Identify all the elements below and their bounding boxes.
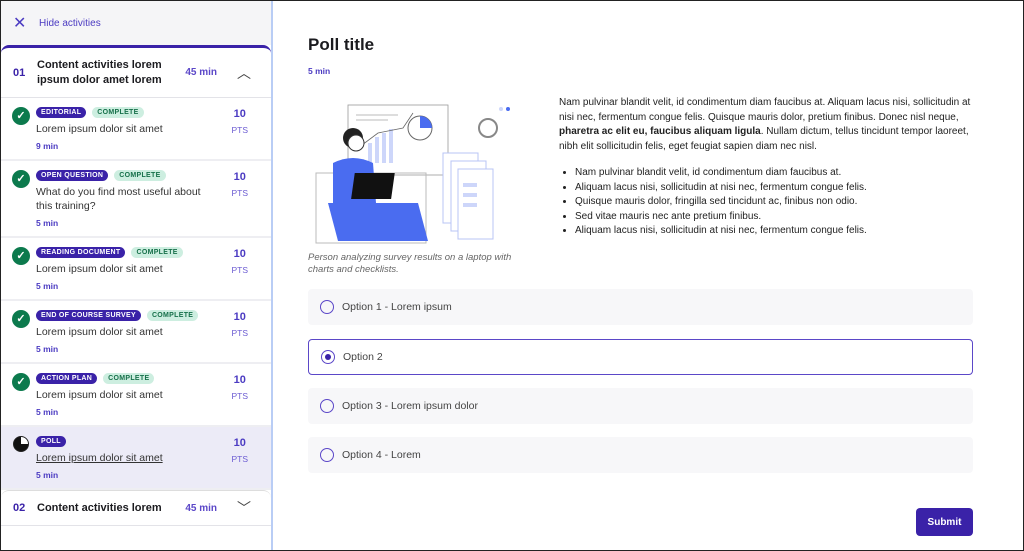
- illustration-caption: Person analyzing survey results on a lap…: [308, 252, 512, 275]
- status-badge: COMPLETE: [92, 107, 144, 118]
- activity-points: 10 PTS: [231, 374, 248, 404]
- points-value: 10: [233, 311, 246, 323]
- hide-activities-label: Hide activities: [39, 17, 101, 29]
- activity-type-badge: READING DOCUMENT: [36, 247, 126, 258]
- points-value: 10: [233, 437, 246, 449]
- poll-option[interactable]: Option 2: [308, 339, 973, 375]
- description-paragraph: Nam pulvinar blandit velit, id condiment…: [559, 96, 979, 154]
- chevron-up-icon[interactable]: ︿: [237, 64, 251, 81]
- activity-title: What do you find most useful about this …: [36, 186, 201, 212]
- activity-duration: 5 min: [36, 344, 59, 354]
- activity-title: Lorem ipsum dolor sit amet: [36, 263, 163, 275]
- poll-content: Poll title 5 min Person analyzing survey…: [275, 1, 1023, 550]
- bullet-item: Sed vitae mauris nec ante pretium finibu…: [575, 210, 979, 225]
- progress-pie-icon: [13, 436, 29, 452]
- section-number: 01: [13, 66, 26, 79]
- submit-button[interactable]: Submit: [916, 508, 973, 536]
- status-badge: COMPLETE: [103, 373, 155, 384]
- activity-duration: 5 min: [36, 407, 59, 417]
- bullet-item: Nam pulvinar blandit velit, id condiment…: [575, 166, 979, 181]
- activities-sidebar: ✕ Hide activities 01 Content activities …: [1, 1, 273, 550]
- points-value: 10: [233, 374, 246, 386]
- check-circle-icon: ✓: [12, 107, 30, 125]
- text-segment: Nam pulvinar blandit velit, id condiment…: [559, 97, 971, 123]
- bullet-item: Quisque mauris dolor, fringilla sed tinc…: [575, 195, 979, 210]
- option-label: Option 2: [343, 351, 383, 363]
- chevron-down-icon[interactable]: ﹀: [237, 500, 251, 516]
- status-badge: COMPLETE: [114, 170, 166, 181]
- text-segment: . Nullam dictum, tellus tincidunt tempor…: [559, 126, 969, 152]
- bullet-item: Aliquam lacus nisi, sollicitudin at nisi…: [575, 224, 979, 239]
- hide-activities-button[interactable]: ✕ Hide activities: [1, 1, 271, 45]
- poll-option[interactable]: Option 1 - Lorem ipsum: [308, 289, 973, 325]
- activity-type-badge: OPEN QUESTION: [36, 170, 109, 181]
- option-label: Option 3 - Lorem ipsum dolor: [342, 400, 478, 412]
- bullet-list: Nam pulvinar blandit velit, id condiment…: [559, 166, 979, 239]
- section-title: Content activities lorem: [37, 501, 162, 514]
- section-header-02[interactable]: 02 Content activities lorem 45 min ﹀: [1, 490, 271, 526]
- radio-button[interactable]: [321, 350, 335, 364]
- activity-title: Lorem ipsum dolor sit amet: [36, 326, 163, 338]
- activity-type-badge: ACTION PLAN: [36, 373, 98, 384]
- option-label: Option 1 - Lorem ipsum: [342, 301, 452, 313]
- bold-text: pharetra ac elit eu, faucibus aliquam li…: [559, 126, 761, 137]
- activity-type-badge: END OF COURSE SURVEY: [36, 310, 141, 321]
- section-header-01[interactable]: 01 Content activities lorem ipsum dolor …: [1, 45, 271, 98]
- activity-points: 10 PTS: [231, 248, 248, 278]
- status-badge: COMPLETE: [131, 247, 183, 258]
- check-circle-icon: ✓: [12, 310, 30, 328]
- activity-item[interactable]: ✓ ACTION PLAN COMPLETE Lorem ipsum dolor si…: [1, 364, 271, 427]
- status-badge: COMPLETE: [146, 310, 199, 321]
- activity-item[interactable]: ✓ READING DOCUMENT COMPLETE Lorem ipsum dol…: [1, 238, 271, 301]
- activity-title: Lorem ipsum dolor sit amet: [36, 452, 163, 464]
- poll-option[interactable]: Option 3 - Lorem ipsum dolor: [308, 388, 973, 424]
- points-value: 10: [233, 171, 246, 183]
- activity-item[interactable]: ✓ OPEN QUESTION COMPLETE What do you find m…: [1, 161, 271, 238]
- activity-item[interactable]: ✓ EDITORIAL COMPLETE Lorem ipsum dolor sit …: [1, 98, 271, 161]
- section-title: Content activities lorem ipsum dolor ame…: [37, 58, 162, 86]
- activity-type-badge: POLL: [36, 436, 66, 447]
- poll-description: Nam pulvinar blandit velit, id condiment…: [559, 96, 979, 239]
- check-circle-icon: ✓: [12, 373, 30, 391]
- activity-duration: 5 min: [36, 218, 59, 228]
- poll-option[interactable]: Option 4 - Lorem: [308, 437, 973, 473]
- page-title: Poll title: [308, 35, 375, 54]
- points-label: PTS: [231, 454, 248, 464]
- points-label: PTS: [231, 391, 248, 401]
- activity-type-badge: EDITORIAL: [36, 107, 87, 118]
- activity-item[interactable]: POLL Lorem ipsum dolor sit amet 5 min 10 PTS: [1, 427, 271, 490]
- points-label: PTS: [231, 265, 248, 275]
- poll-duration: 5 min: [308, 66, 331, 76]
- survey-illustration: [315, 104, 510, 244]
- radio-button[interactable]: [320, 399, 334, 413]
- points-label: PTS: [231, 328, 248, 338]
- radio-button[interactable]: [320, 300, 334, 314]
- section-duration: 45 min: [185, 67, 217, 78]
- activity-title: Lorem ipsum dolor sit amet: [36, 123, 163, 135]
- bullet-item: Aliquam lacus nisi, sollicitudin at nisi…: [575, 181, 979, 196]
- section-duration: 45 min: [185, 502, 217, 514]
- check-circle-icon: ✓: [12, 247, 30, 265]
- points-label: PTS: [231, 125, 248, 135]
- section-number: 02: [13, 502, 26, 514]
- activity-duration: 9 min: [36, 141, 59, 151]
- close-icon: ✕: [13, 15, 27, 32]
- activity-duration: 5 min: [36, 470, 59, 480]
- activity-title: Lorem ipsum dolor sit amet: [36, 389, 163, 401]
- option-label: Option 4 - Lorem: [342, 449, 421, 461]
- activity-points: 10 PTS: [231, 311, 248, 341]
- radio-button[interactable]: [320, 448, 334, 462]
- points-value: 10: [233, 248, 246, 260]
- check-circle-icon: ✓: [12, 170, 30, 188]
- activity-points: 10 PTS: [231, 108, 248, 138]
- points-label: PTS: [231, 188, 248, 198]
- activity-points: 10 PTS: [231, 437, 248, 467]
- activity-duration: 5 min: [36, 281, 59, 291]
- activity-points: 10 PTS: [231, 171, 248, 201]
- points-value: 10: [233, 108, 246, 120]
- activity-item[interactable]: ✓ END OF COURSE SURVEY COMPLETE Lorem ipsum…: [1, 301, 271, 364]
